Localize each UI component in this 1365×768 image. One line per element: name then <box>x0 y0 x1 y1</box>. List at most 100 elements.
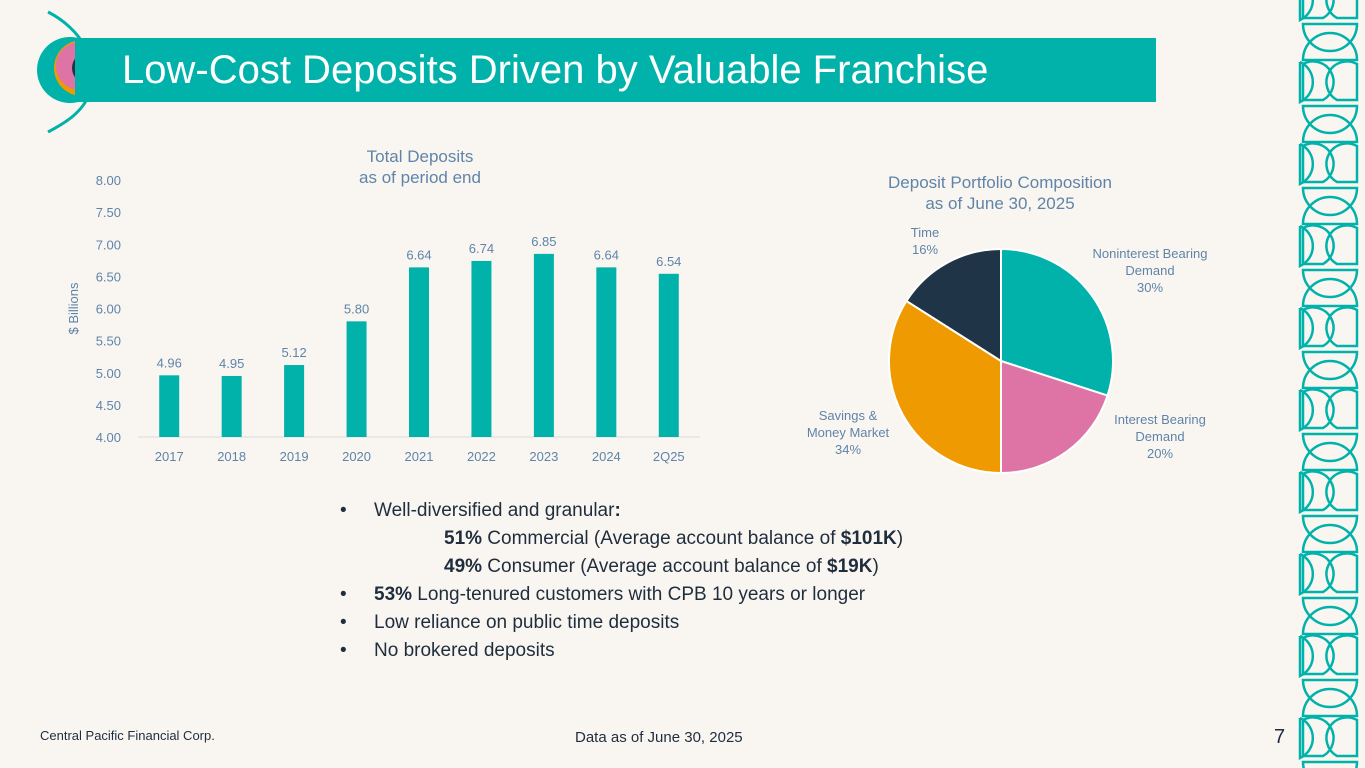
y-tick-label: 5.00 <box>96 366 121 381</box>
deco-shape <box>1301 760 1359 768</box>
total-deposits-bar-chart: 4.00 4.50 5.00 5.50 6.00 6.50 7.00 7.50 8.00 $ Bi… <box>66 173 700 464</box>
y-tick-label: 4.00 <box>96 430 121 445</box>
pie-chart-title-line1: Deposit Portfolio Composition <box>888 173 1112 192</box>
pie-label-time-value: 16% <box>911 242 939 257</box>
deco-shape <box>1301 277 1359 308</box>
bar-2021 <box>409 267 429 437</box>
x-tick-label: 2017 <box>155 449 184 464</box>
long-tenured-text: Long-tenured customers with CPB 10 years… <box>412 584 866 605</box>
deco-shape <box>1301 142 1335 184</box>
bar-value-label: 6.85 <box>531 234 556 249</box>
deco-shape <box>1325 142 1359 184</box>
bar-2Q25 <box>658 273 679 437</box>
sub-bullet-consumer: 49% Consumer (Average account balance of… <box>340 553 1100 581</box>
bullet-marker: • <box>340 640 347 661</box>
deco-shape <box>1301 195 1359 226</box>
footer-company: Central Pacific Financial Corp. <box>40 728 215 743</box>
bar-value-label: 6.64 <box>406 247 431 262</box>
commercial-amount: $101K <box>840 528 897 549</box>
bullet-diversified: • Well-diversified and granular: <box>340 497 1100 525</box>
bar-value-label: 5.12 <box>281 345 306 360</box>
deco-shape <box>1301 678 1359 709</box>
bar-chart-title-line1: Total Deposits <box>366 147 474 166</box>
bullet-long-tenured: • 53% Long-tenured customers with CPB 10 … <box>340 581 1100 609</box>
bar-value-label: 6.64 <box>594 247 619 262</box>
public-time-text: Low reliance on public time deposits <box>374 612 680 633</box>
pie-chart-title: Deposit Portfolio Composition as of June… <box>850 172 1150 214</box>
pie-slice-interest-bearing <box>1000 359 1109 475</box>
highlights-list: • Well-diversified and granular: 51% Comm… <box>340 497 1100 665</box>
bar-chart-title-line2: as of period end <box>359 168 481 187</box>
deco-shape <box>1325 634 1359 676</box>
y-tick-label: 4.50 <box>96 398 121 413</box>
page-title: Low-Cost Deposits Driven by Valuable Fra… <box>122 48 989 92</box>
deco-shape <box>1325 470 1359 512</box>
bullet-marker: • <box>340 584 347 605</box>
deco-shape <box>1301 441 1359 472</box>
deco-shape <box>1301 60 1335 102</box>
deco-shape <box>1325 0 1359 20</box>
pie-label-interest: Interest Bearing Demand 20% <box>1095 411 1225 462</box>
bar-value-label: 6.54 <box>656 254 681 269</box>
deco-shape <box>1301 359 1359 390</box>
pie-slice-time <box>905 247 1002 363</box>
deco-shape <box>1301 224 1335 266</box>
x-tick-label: 2018 <box>217 449 246 464</box>
bar-value-label: 4.95 <box>219 356 244 371</box>
deco-shape <box>1301 716 1335 758</box>
deco-shape <box>1301 268 1359 299</box>
deco-shape <box>1301 470 1335 512</box>
pie-label-interest-line1: Interest Bearing <box>1114 412 1206 427</box>
commercial-end: ) <box>896 528 904 549</box>
deco-shape <box>1301 634 1335 676</box>
bullet-marker: • <box>340 612 347 633</box>
no-brokered-text: No brokered deposits <box>374 640 555 661</box>
deco-shape <box>1325 716 1359 758</box>
consumer-amount: $19K <box>827 556 873 577</box>
consumer-end: ) <box>872 556 879 577</box>
deco-shape <box>1301 514 1359 545</box>
bar-2024 <box>596 267 617 437</box>
deco-shape <box>1301 523 1359 554</box>
bullet-diversified-colon: : <box>614 500 621 521</box>
bar-value-label: 4.96 <box>157 355 182 370</box>
pie-label-noninterest: Noninterest Bearing Demand 30% <box>1075 245 1225 296</box>
x-tick-label: 2024 <box>592 449 621 464</box>
deco-shape <box>1301 104 1359 135</box>
pie-label-time-line1: Time <box>910 225 940 240</box>
bullet-public-time: • Low reliance on public time deposits <box>340 609 1100 637</box>
sub-bullet-commercial: 51% Commercial (Average account balance … <box>340 525 1100 553</box>
page-number: 7 <box>1274 726 1286 748</box>
pie-label-interest-value: 20% <box>1146 446 1174 461</box>
deco-shape <box>1301 687 1359 718</box>
title-bar <box>75 38 1156 102</box>
deco-shape <box>1325 224 1359 266</box>
pie-chart-title-line2: as of June 30, 2025 <box>925 194 1075 213</box>
bar-2019 <box>284 365 305 437</box>
pie-label-savings-line1: Savings & <box>818 408 878 423</box>
long-tenured-pct: 53% <box>374 584 413 605</box>
deco-shape <box>1325 306 1359 348</box>
pie-label-interest-line2: Demand <box>1135 429 1185 444</box>
consumer-text: Consumer (Average account balance of <box>482 556 828 577</box>
commercial-text: Commercial (Average account balance of <box>482 528 841 549</box>
deco-shape <box>1301 432 1359 463</box>
pie-label-savings-value: 34% <box>834 442 862 457</box>
y-tick-label: 7.50 <box>96 205 121 220</box>
deco-shape <box>1301 596 1359 627</box>
pie-slice-noninterest-bearing <box>1000 247 1114 397</box>
bar-value-label: 5.80 <box>344 301 369 316</box>
x-tick-label: 2023 <box>529 449 558 464</box>
pie-label-savings-line2: Money Market <box>806 425 890 440</box>
deco-shape <box>1301 388 1335 430</box>
bar-2023 <box>533 253 554 437</box>
deco-shape <box>1301 552 1335 594</box>
deco-shape <box>1301 186 1359 217</box>
bullet-marker: • <box>340 500 347 521</box>
x-tick-label: 2022 <box>467 449 496 464</box>
bar-2018 <box>221 375 242 437</box>
footer-data-note: Data as of June 30, 2025 <box>575 729 743 746</box>
x-tick-label: 2019 <box>280 449 309 464</box>
deco-shape <box>1301 306 1335 348</box>
deco-shape <box>1301 605 1359 636</box>
